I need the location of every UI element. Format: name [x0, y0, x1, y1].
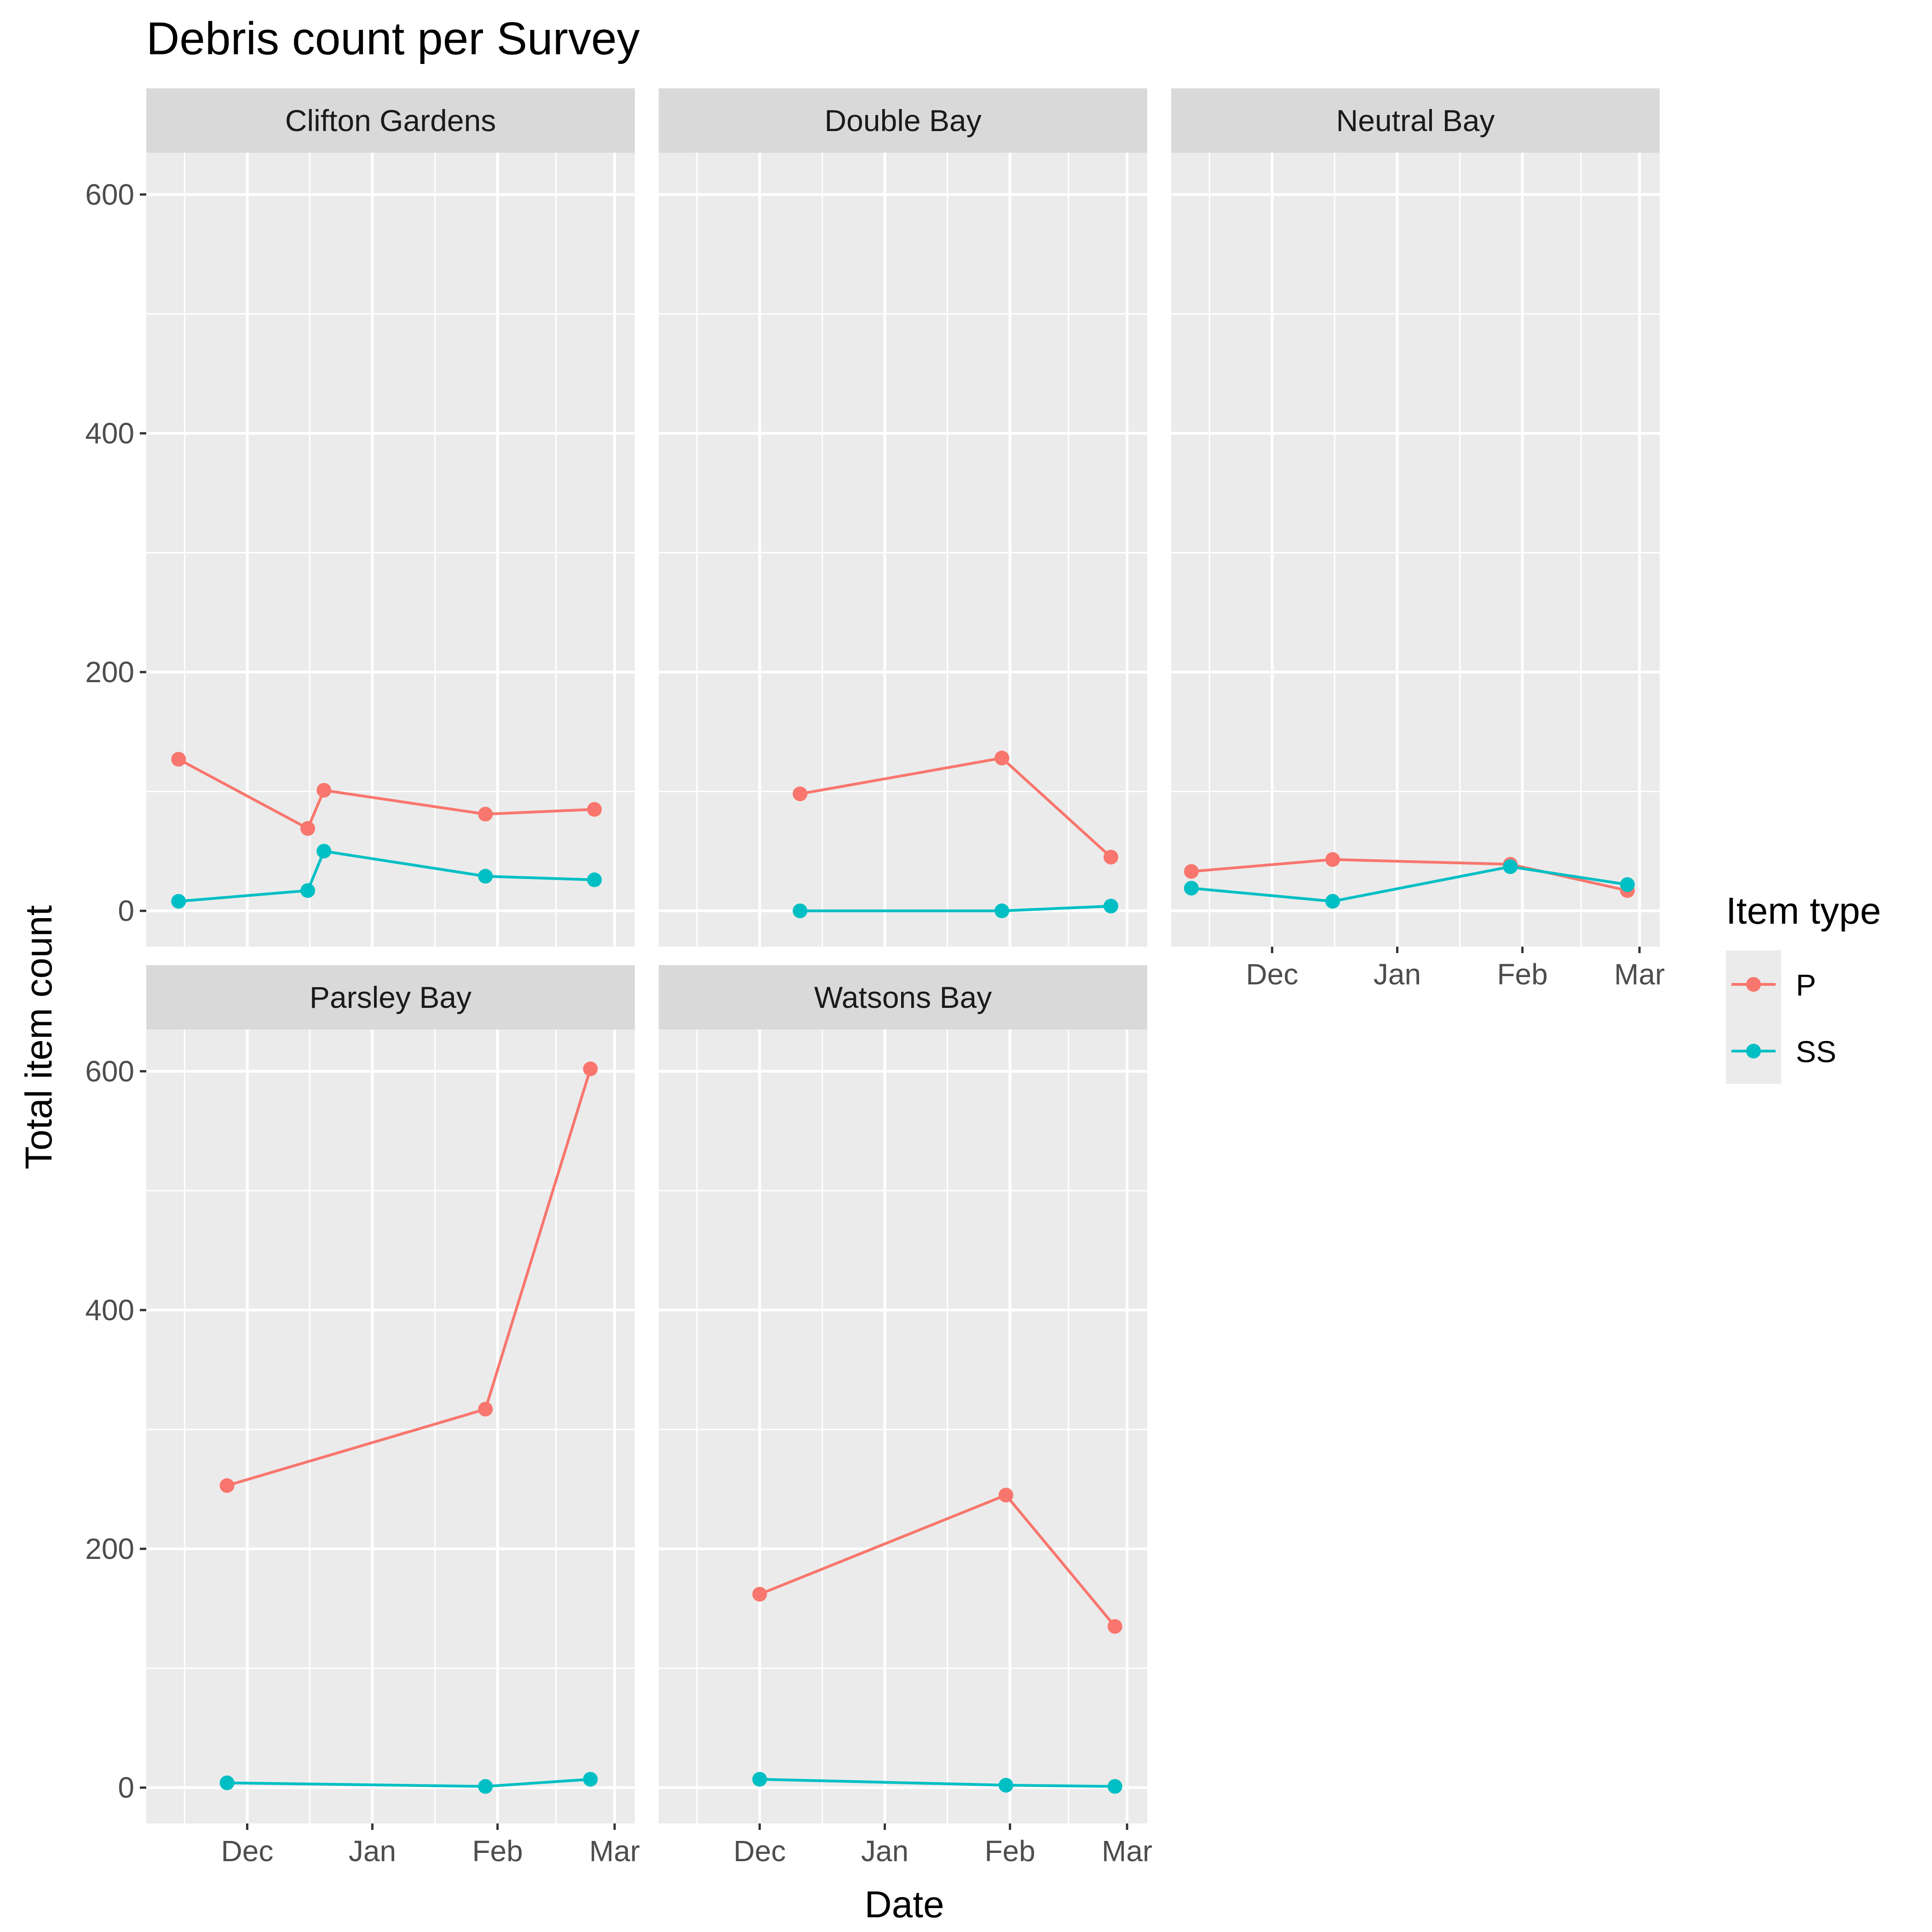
data-point-P — [1184, 864, 1199, 879]
data-point-SS — [478, 1779, 493, 1794]
legend: Item type P SS — [1726, 890, 1881, 1084]
strip-background — [146, 88, 635, 153]
data-point-SS — [998, 1777, 1013, 1793]
legend-label: SS — [1796, 1035, 1836, 1069]
data-point-P — [583, 1061, 598, 1076]
x-tick-label: Dec — [734, 1834, 786, 1868]
data-point-P — [1104, 850, 1119, 865]
x-tick-label: Feb — [984, 1834, 1035, 1868]
x-tick-label: Jan — [349, 1834, 396, 1868]
data-point-P — [1325, 852, 1340, 867]
y-tick-label: 400 — [85, 417, 134, 450]
data-point-SS — [1107, 1779, 1122, 1794]
facet-panel: Watsons Bay Dec Jan Feb Mar — [659, 965, 1152, 1868]
legend-entries: P SS — [1731, 968, 1836, 1069]
legend-title: Item type — [1726, 890, 1881, 932]
data-point-P — [219, 1478, 235, 1493]
data-point-SS — [1325, 894, 1340, 909]
y-tick-label: 400 — [85, 1294, 134, 1327]
data-point-SS — [171, 894, 186, 909]
data-point-SS — [793, 903, 808, 919]
x-axis-title: Date — [864, 1884, 944, 1926]
y-tick-label: 600 — [85, 1055, 134, 1088]
data-point-P — [478, 1402, 493, 1417]
series-line-P — [1191, 858, 1628, 892]
x-tick-label: Feb — [1497, 958, 1547, 991]
chart-title: Debris count per Survey — [146, 13, 640, 64]
strip-label: Double Bay — [824, 104, 981, 138]
facet-panel: Clifton Gardens 0 200 400 600 — [85, 88, 635, 947]
legend-label: P — [1796, 968, 1816, 1002]
data-point-P — [478, 806, 493, 822]
data-point-P — [587, 802, 602, 817]
data-point-P — [1107, 1619, 1122, 1634]
data-point-P — [995, 750, 1010, 765]
data-point-SS — [478, 868, 493, 884]
data-point-SS — [300, 883, 316, 898]
data-point-P — [752, 1587, 767, 1602]
data-point-SS — [1104, 898, 1119, 914]
legend-key-point — [1746, 977, 1761, 992]
x-tick-label: Jan — [861, 1834, 908, 1868]
panel-background — [146, 1029, 635, 1823]
data-point-SS — [1503, 859, 1518, 874]
y-tick-label: 200 — [85, 1532, 134, 1565]
x-tick-label: Jan — [1374, 958, 1421, 991]
x-tick-label: Dec — [1246, 958, 1299, 991]
facet-panel: Double Bay — [659, 88, 1147, 947]
data-point-SS — [583, 1771, 598, 1787]
facet-panel: Neutral Bay Dec Jan Feb Mar — [1171, 88, 1665, 991]
data-point-SS — [219, 1775, 235, 1790]
strip-label: Watsons Bay — [814, 980, 992, 1014]
facet-panels: Clifton Gardens 0 200 400 600 Double Bay Neutr… — [85, 88, 1665, 1868]
strip-background — [146, 965, 635, 1029]
series-line-SS — [1191, 865, 1628, 903]
y-tick-label: 0 — [118, 894, 134, 927]
data-point-SS — [995, 903, 1010, 919]
panel-background — [1171, 153, 1660, 947]
x-tick-label: Mar — [1102, 1834, 1152, 1868]
data-point-P — [171, 752, 186, 767]
strip-background — [1171, 88, 1660, 153]
data-point-P — [316, 782, 332, 798]
strip-background — [659, 88, 1147, 153]
x-tick-label: Feb — [472, 1834, 523, 1868]
data-point-P — [300, 821, 316, 836]
strip-label: Neutral Bay — [1336, 104, 1495, 138]
panel-background — [659, 1029, 1147, 1823]
y-tick-label: 600 — [85, 178, 134, 211]
legend-key-point — [1746, 1044, 1761, 1058]
data-point-P — [793, 786, 808, 801]
data-point-SS — [587, 872, 602, 887]
y-tick-label: 0 — [118, 1771, 134, 1804]
data-point-SS — [316, 844, 332, 859]
panel-background — [146, 153, 635, 947]
data-point-SS — [1184, 880, 1199, 896]
strip-background — [659, 965, 1147, 1029]
legend-key-background — [1726, 950, 1781, 1084]
y-tick-label: 200 — [85, 656, 134, 689]
strip-label: Clifton Gardens — [285, 104, 496, 138]
strip-label: Parsley Bay — [310, 980, 472, 1014]
data-point-P — [998, 1488, 1013, 1503]
data-point-SS — [1620, 877, 1635, 892]
y-axis-title: Total item count — [18, 905, 60, 1169]
x-tick-label: Dec — [221, 1834, 274, 1868]
facet-panel: Parsley Bay 0 200 400 600 Dec Jan Feb Mar — [85, 965, 640, 1868]
data-point-SS — [752, 1771, 767, 1787]
x-tick-label: Mar — [1614, 958, 1665, 991]
x-tick-label: Mar — [589, 1834, 640, 1868]
panel-background — [659, 153, 1147, 947]
